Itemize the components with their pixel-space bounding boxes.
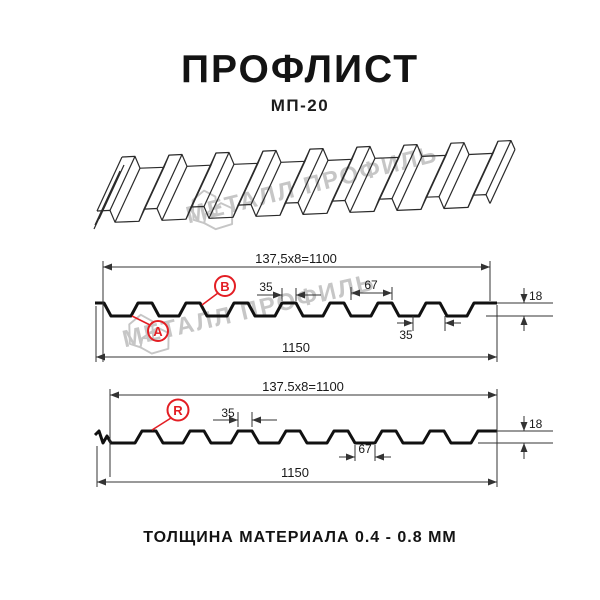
- profile-outline: [93, 429, 497, 445]
- dim-overall-text: 1150: [282, 340, 310, 355]
- label-b: B: [220, 279, 229, 294]
- page-title: ПРОФЛИСТ: [180, 48, 420, 91]
- sheet-cut-edge: [93, 164, 125, 230]
- dim-rib-pitch: 67: [364, 278, 378, 292]
- dim-overall-text: 1150: [281, 465, 309, 480]
- label-a: A: [153, 324, 163, 339]
- dim-height: 18: [529, 289, 543, 303]
- label-r-circle: [166, 398, 190, 422]
- dim-rib-pitch: 67: [358, 442, 372, 456]
- dim-module-text: 137.5x8=1100: [262, 379, 344, 394]
- dim-rib-top: 35: [259, 280, 273, 294]
- label-r: R: [173, 403, 183, 418]
- label-a-circle: [147, 320, 169, 342]
- product-code: МП-20: [270, 96, 330, 115]
- dim-rib-top: 35: [221, 406, 235, 420]
- label-b-circle: [214, 275, 236, 297]
- dim-module-text: 137,5x8=1100: [255, 251, 337, 266]
- profile-outline: [95, 301, 497, 318]
- material-thickness-note: ТОЛЩИНА МАТЕРИАЛА 0.4 - 0.8 ММ: [143, 529, 457, 546]
- dim-height: 18: [529, 417, 543, 431]
- dim-bottom-flat: 35: [399, 328, 413, 342]
